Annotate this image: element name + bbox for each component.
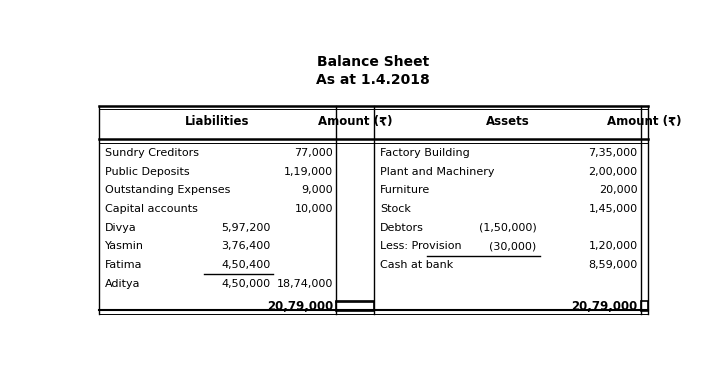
Text: 7,35,000: 7,35,000 xyxy=(588,148,638,158)
Text: 20,79,000: 20,79,000 xyxy=(571,300,638,313)
Text: 4,50,400: 4,50,400 xyxy=(221,260,270,270)
Text: Amount (₹): Amount (₹) xyxy=(318,115,392,128)
Text: (30,000): (30,000) xyxy=(489,241,537,251)
Text: Fatima: Fatima xyxy=(105,260,142,270)
Text: 1,45,000: 1,45,000 xyxy=(588,204,638,214)
Text: Stock: Stock xyxy=(380,204,411,214)
Text: Capital accounts: Capital accounts xyxy=(105,204,197,214)
Text: 1,19,000: 1,19,000 xyxy=(284,166,333,177)
Text: Assets: Assets xyxy=(486,115,529,128)
Text: 20,000: 20,000 xyxy=(599,185,638,195)
Text: Furniture: Furniture xyxy=(380,185,430,195)
Text: 1,20,000: 1,20,000 xyxy=(588,241,638,251)
Text: 10,000: 10,000 xyxy=(295,204,333,214)
Text: (1,50,000): (1,50,000) xyxy=(479,223,537,233)
Text: Debtors: Debtors xyxy=(380,223,424,233)
Text: 2,00,000: 2,00,000 xyxy=(588,166,638,177)
Text: Divya: Divya xyxy=(105,223,136,233)
Text: 20,79,000: 20,79,000 xyxy=(266,300,333,313)
Text: 3,76,400: 3,76,400 xyxy=(221,241,270,251)
Text: Yasmin: Yasmin xyxy=(105,241,143,251)
Text: Less: Provision: Less: Provision xyxy=(380,241,462,251)
Text: Sundry Creditors: Sundry Creditors xyxy=(105,148,199,158)
Text: Liabilities: Liabilities xyxy=(185,115,250,128)
Text: 18,74,000: 18,74,000 xyxy=(277,279,333,289)
Text: Factory Building: Factory Building xyxy=(380,148,470,158)
Text: Public Deposits: Public Deposits xyxy=(105,166,189,177)
Text: 77,000: 77,000 xyxy=(294,148,333,158)
Text: 8,59,000: 8,59,000 xyxy=(588,260,638,270)
Text: Aditya: Aditya xyxy=(105,279,140,289)
Bar xyxy=(641,301,649,311)
Text: 9,000: 9,000 xyxy=(301,185,333,195)
Text: Plant and Machinery: Plant and Machinery xyxy=(380,166,494,177)
Bar xyxy=(336,301,374,311)
Text: Cash at bank: Cash at bank xyxy=(380,260,453,270)
Text: As at 1.4.2018: As at 1.4.2018 xyxy=(316,73,430,87)
Text: 5,97,200: 5,97,200 xyxy=(221,223,270,233)
Text: 4,50,000: 4,50,000 xyxy=(221,279,270,289)
Text: Amount (₹): Amount (₹) xyxy=(607,115,681,128)
Text: Balance Sheet: Balance Sheet xyxy=(317,55,430,69)
Text: Outstanding Expenses: Outstanding Expenses xyxy=(105,185,230,195)
